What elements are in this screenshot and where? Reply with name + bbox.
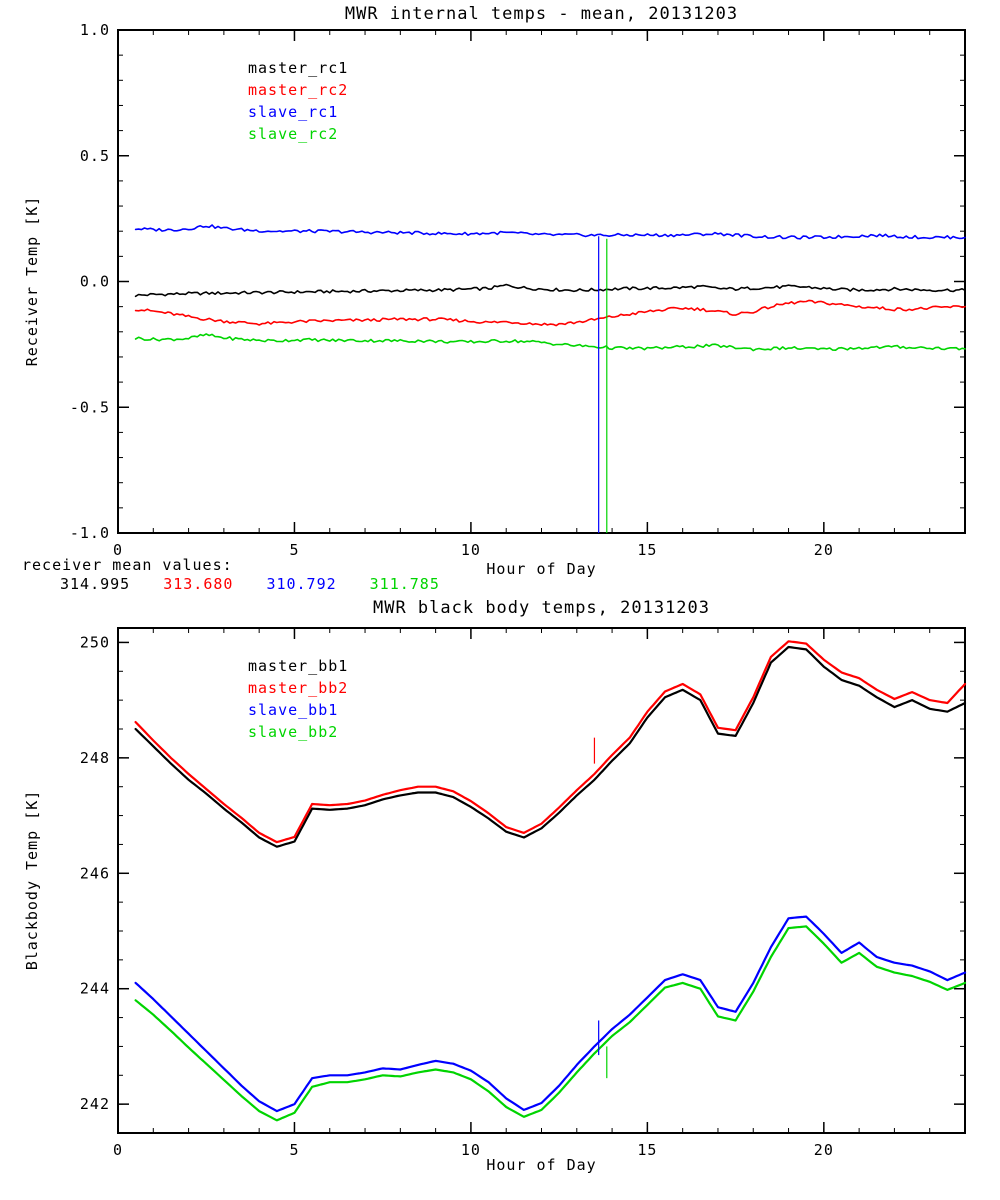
- x-tick-label: 20: [814, 541, 834, 559]
- legend-entry-master_rc1: master_rc1: [248, 59, 349, 77]
- y-tick-label: -1.0: [70, 524, 110, 542]
- receiver-mean-caption: receiver mean values:: [22, 556, 233, 574]
- x-tick-label: 10: [461, 1141, 481, 1159]
- y-tick-label: 0.0: [80, 273, 110, 291]
- y-tick-label: 242: [80, 1095, 110, 1113]
- y-tick-label: 250: [80, 633, 110, 651]
- mean-value-3: 311.785: [369, 575, 440, 593]
- plot-frame: [117, 627, 966, 1134]
- mean-value-2: 310.792: [266, 575, 337, 593]
- y-tick-label: -0.5: [70, 398, 110, 416]
- x-tick-label: 5: [289, 1141, 299, 1159]
- series-master_rc1: [134, 283, 966, 298]
- series-slave_bb2: [134, 925, 967, 1122]
- mean-value-0: 314.995: [60, 575, 131, 593]
- chart-title-receiver: MWR internal temps - mean, 20131203: [344, 4, 739, 24]
- legend-entry-slave_bb2: slave_bb2: [248, 723, 339, 741]
- legend-entry-master_bb1: master_bb1: [248, 657, 349, 675]
- series-master_rc2: [134, 299, 966, 327]
- chart-title-blackbody: MWR black body temps, 20131203: [372, 598, 711, 618]
- legend-entry-slave_rc2: slave_rc2: [248, 125, 339, 143]
- y-tick-label: 0.5: [80, 147, 110, 165]
- blackbody-legend: master_bb1 master_bb2 slave_bb1 slave_bb2: [248, 655, 348, 743]
- receiver-temp-chart: 0 5 10 15 20 1.0 0.5 0.0 -0.5 -1.0: [70, 21, 966, 559]
- y-tick-label: 246: [80, 864, 110, 882]
- legend-entry-master_rc2: master_rc2: [248, 81, 349, 99]
- y-tick-label: 1.0: [80, 21, 110, 39]
- x-axis-label-receiver: Hour of Day: [486, 560, 597, 578]
- y-tick-label: 244: [80, 980, 110, 998]
- x-tick-label: 10: [461, 541, 481, 559]
- series-slave_bb1: [134, 915, 967, 1113]
- receiver-legend: master_rc1 master_rc2 slave_rc1 slave_rc2: [248, 57, 348, 145]
- x-tick-label: 0: [113, 1141, 123, 1159]
- blackbody-temp-chart: 0 5 10 15 20 250 248 246 244 242: [80, 627, 967, 1159]
- legend-entry-slave_bb1: slave_bb1: [248, 701, 339, 719]
- x-tick-label: 15: [637, 1141, 657, 1159]
- receiver-mean-values: 314.995 313.680 310.792 311.785: [60, 575, 473, 593]
- series-master_bb2: [134, 640, 967, 844]
- series-master_bb1: [134, 645, 967, 848]
- x-axis-label-blackbody: Hour of Day: [486, 1156, 597, 1174]
- series-slave_rc1: [134, 224, 966, 240]
- plot-frame: [117, 29, 966, 534]
- x-tick-label: 5: [289, 541, 299, 559]
- x-tick-label: 0: [113, 541, 123, 559]
- x-tick-label: 20: [814, 1141, 834, 1159]
- series-slave_rc2: [134, 333, 966, 352]
- legend-entry-master_bb2: master_bb2: [248, 679, 349, 697]
- y-tick-label: 248: [80, 749, 110, 767]
- legend-entry-slave_rc1: slave_rc1: [248, 103, 339, 121]
- mean-value-1: 313.680: [163, 575, 234, 593]
- x-tick-label: 15: [637, 541, 657, 559]
